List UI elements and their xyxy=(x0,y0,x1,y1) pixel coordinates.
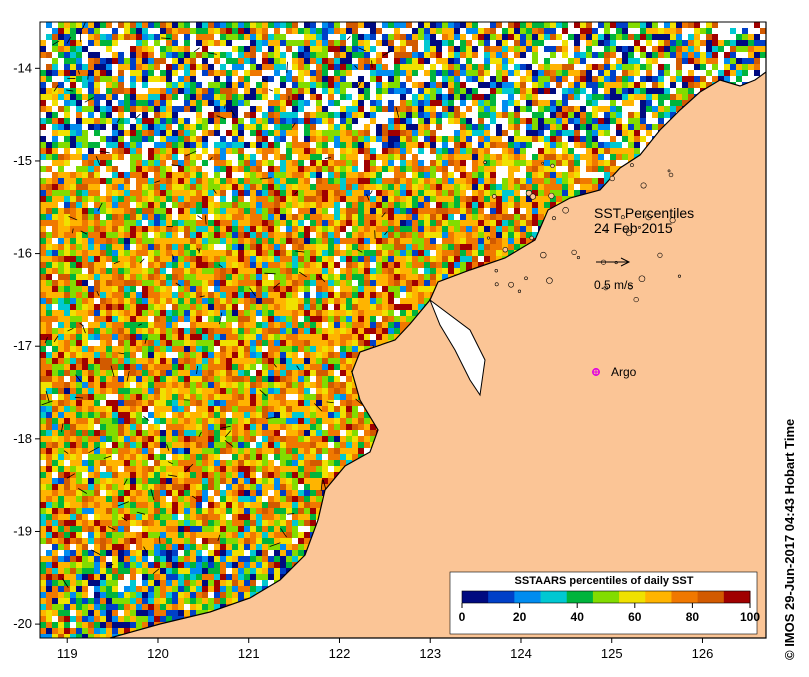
legend-swatch xyxy=(514,591,541,603)
lon-tick-label: 124 xyxy=(510,646,532,661)
lon-tick-label: 122 xyxy=(329,646,351,661)
legend-colorbar xyxy=(462,591,751,603)
credit-text: © IMOS 29-Jun-2017 04:43 Hobart Time xyxy=(782,419,797,660)
lon-tick-label: 121 xyxy=(238,646,260,661)
legend-tick-label: 80 xyxy=(686,610,700,624)
lat-tick-label: -15 xyxy=(13,153,32,168)
legend-swatch xyxy=(724,591,751,603)
lon-tick-label: 125 xyxy=(601,646,623,661)
vector-scale-label: 0.5 m/s xyxy=(594,278,633,292)
legend-tick-label: 40 xyxy=(571,610,585,624)
map-canvas: 119 120 121 122 123 124 125 126 -14 -15 -16 -17 -18 -… xyxy=(0,0,809,672)
lon-tick-label: 123 xyxy=(419,646,441,661)
legend-tick-label: 20 xyxy=(513,610,527,624)
sst-percentile-map: 119 120 121 122 123 124 125 126 -14 -15 -16 -17 -18 -… xyxy=(0,0,809,672)
legend-swatch xyxy=(593,591,620,603)
lon-tick-label: 120 xyxy=(147,646,169,661)
legend-swatch xyxy=(671,591,698,603)
legend-title: SSTAARS percentiles of daily SST xyxy=(515,575,694,587)
lon-tick-label: 119 xyxy=(57,646,78,661)
legend-swatch xyxy=(462,591,489,603)
legend-tick-label: 0 xyxy=(459,610,466,624)
lat-tick-label: -14 xyxy=(13,60,32,75)
argo-label: Argo xyxy=(611,365,637,379)
lat-tick-label: -17 xyxy=(13,338,32,353)
lat-tick-label: -19 xyxy=(13,523,32,538)
colorbar-legend: SSTAARS percentiles of daily SST 0 20 40 60… xyxy=(450,572,760,634)
lat-tick-label: -16 xyxy=(13,246,32,261)
map-title: SST Percentiles xyxy=(594,205,694,221)
legend-swatch xyxy=(488,591,515,603)
legend-swatch xyxy=(698,591,725,603)
lon-tick-label: 126 xyxy=(692,646,714,661)
map-date: 24 Feb 2015 xyxy=(594,220,673,236)
legend-swatch xyxy=(645,591,672,603)
lat-tick-label: -18 xyxy=(13,431,32,446)
legend-tick-label: 60 xyxy=(628,610,642,624)
legend-swatch xyxy=(619,591,646,603)
legend-swatch xyxy=(567,591,594,603)
legend-tick-label: 100 xyxy=(740,610,760,624)
legend-swatch xyxy=(541,591,568,603)
lat-tick-label: -20 xyxy=(13,616,32,631)
